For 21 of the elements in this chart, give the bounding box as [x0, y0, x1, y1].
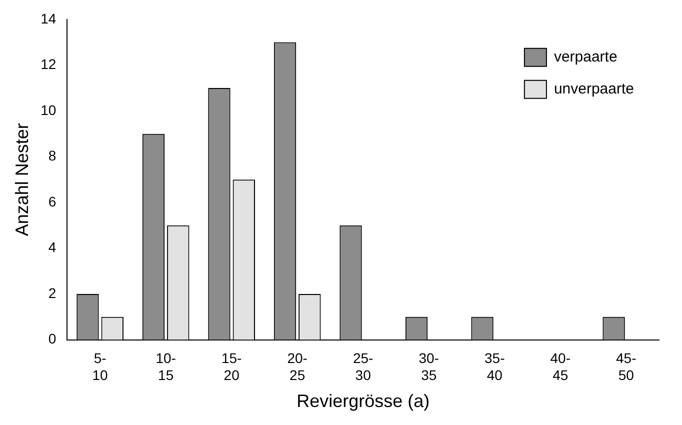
x-tick-label: 45-50 — [616, 350, 637, 383]
x-tick-label: 20-25 — [287, 350, 308, 383]
y-tick-label: 10 — [40, 102, 56, 118]
y-tick-label: 6 — [48, 193, 56, 210]
x-tick-label: 10-15 — [156, 350, 176, 383]
x-tick-label: 15-20 — [221, 350, 242, 383]
x-tick-label: 30-35 — [418, 350, 440, 383]
y-tick-label: 12 — [40, 56, 56, 72]
y-tick-label: 2 — [48, 284, 56, 301]
y-tick-label: 8 — [48, 148, 56, 164]
x-axis-title: Reviergrösse (a) — [296, 391, 430, 412]
y-tick-label: 0 — [48, 330, 56, 347]
x-tick-label: 25-30 — [352, 350, 374, 383]
legend-label: verpaarte — [554, 48, 618, 66]
y-tick-label: 4 — [48, 239, 56, 256]
x-tick-label: 40-45 — [550, 350, 571, 383]
y-axis-title: Anzahl Nester — [12, 123, 32, 236]
x-tick-label: 35-40 — [484, 350, 506, 383]
legend-label: unverpaarte — [554, 80, 634, 98]
x-tick-label: 5-10 — [92, 350, 108, 383]
y-tick-label: 14 — [40, 10, 56, 26]
